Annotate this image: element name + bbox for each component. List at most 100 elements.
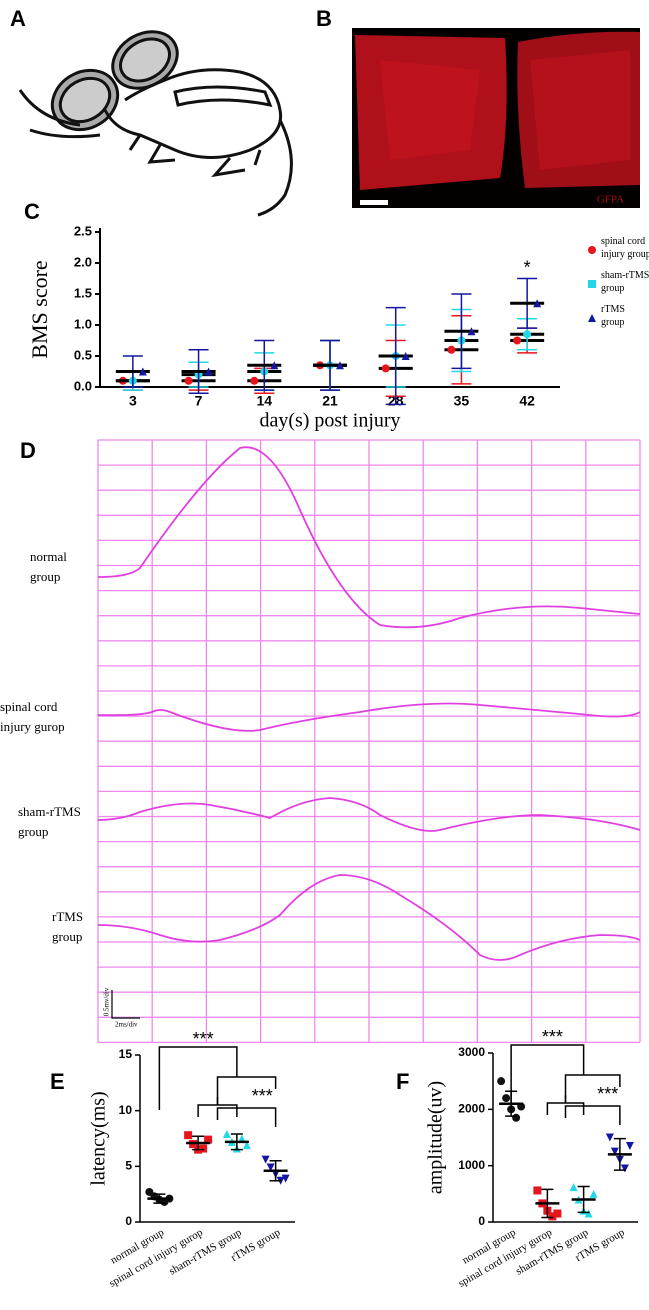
legend-marker bbox=[588, 314, 596, 322]
trace-label: group bbox=[30, 569, 60, 584]
image-label: GFPA bbox=[597, 194, 624, 206]
data-point bbox=[336, 361, 344, 370]
data-point bbox=[584, 1209, 593, 1218]
y-tick-label: 0 bbox=[125, 1214, 132, 1228]
y-tick-label: 2.5 bbox=[74, 223, 92, 238]
bracket bbox=[216, 1076, 277, 1105]
scale-label: 2ms/div bbox=[115, 1021, 138, 1029]
data-point bbox=[548, 1212, 557, 1221]
panel-label: D bbox=[20, 438, 36, 463]
data-point bbox=[401, 352, 410, 360]
data-point bbox=[184, 1131, 193, 1140]
y-tick-label: 1.5 bbox=[74, 285, 92, 300]
data-point bbox=[467, 327, 476, 336]
data-point bbox=[261, 1155, 270, 1164]
trace-label: group bbox=[18, 824, 48, 839]
trace-grid bbox=[97, 439, 641, 1044]
y-tick-label: 15 bbox=[119, 1047, 133, 1061]
y-tick-label: 3000 bbox=[458, 1045, 485, 1059]
data-point bbox=[512, 1113, 521, 1122]
data-point bbox=[184, 376, 193, 385]
panel-label: A bbox=[10, 6, 26, 31]
data-point bbox=[553, 1209, 562, 1218]
data-point bbox=[199, 1144, 208, 1153]
x-tick-label: 21 bbox=[322, 393, 338, 409]
x-tick-label: 3 bbox=[129, 393, 137, 409]
x-axis-label: day(s) post injury bbox=[259, 410, 400, 432]
data-point bbox=[381, 364, 390, 373]
data-point bbox=[237, 1134, 246, 1143]
mouse-drawing bbox=[18, 30, 293, 217]
data-point bbox=[605, 1133, 614, 1142]
data-point bbox=[620, 1164, 629, 1173]
data-point bbox=[497, 1077, 506, 1086]
data-point bbox=[533, 299, 542, 308]
y-tick-label: 10 bbox=[119, 1103, 133, 1117]
trace-label: sham-rTMS bbox=[18, 804, 81, 819]
data-point bbox=[281, 1174, 290, 1183]
scale-label: 0.5mv/div bbox=[103, 987, 111, 1016]
data-point bbox=[523, 330, 532, 339]
legend-entry: rTMS group bbox=[601, 304, 625, 328]
x-tick-label: 7 bbox=[195, 393, 203, 409]
panel-label: F bbox=[396, 1069, 409, 1094]
trace-label: injury gurop bbox=[0, 719, 65, 734]
data-point bbox=[447, 345, 456, 354]
traces bbox=[97, 446, 641, 961]
data-point bbox=[266, 1163, 275, 1172]
trace-label: spinal cord bbox=[0, 699, 58, 714]
trace-label: group bbox=[52, 929, 82, 944]
y-tick-label: 5 bbox=[125, 1159, 132, 1173]
y-tick-label: 2.0 bbox=[74, 254, 92, 269]
data-point bbox=[204, 367, 213, 376]
legend-entry: sham-rTMS group bbox=[601, 270, 649, 294]
panel-label: E bbox=[50, 1069, 65, 1094]
data-point bbox=[533, 1186, 542, 1195]
x-tick-label: 35 bbox=[454, 393, 470, 409]
x-tick-label: 14 bbox=[256, 393, 272, 409]
data-point bbox=[222, 1130, 231, 1139]
bracket bbox=[546, 1095, 585, 1115]
legend-marker bbox=[588, 246, 596, 254]
annotation: *** bbox=[193, 1029, 214, 1049]
data-point bbox=[204, 1135, 213, 1144]
bracket bbox=[216, 1107, 277, 1127]
data-point bbox=[513, 336, 522, 345]
data-point bbox=[138, 367, 147, 376]
data-point bbox=[569, 1183, 578, 1192]
bracket bbox=[564, 1105, 621, 1125]
annotation: *** bbox=[597, 1084, 618, 1104]
bracket bbox=[510, 1044, 585, 1108]
annotation: *** bbox=[252, 1086, 273, 1106]
data-point bbox=[589, 1189, 598, 1198]
y-tick-label: 0 bbox=[478, 1214, 485, 1228]
y-tick-label: 1.0 bbox=[74, 316, 92, 331]
panel-label: B bbox=[316, 6, 332, 31]
legend-marker bbox=[588, 280, 596, 288]
y-tick-label: 1000 bbox=[458, 1158, 485, 1172]
y-tick-label: 0.5 bbox=[74, 347, 92, 362]
data-point bbox=[250, 376, 259, 385]
data-point bbox=[242, 1141, 251, 1150]
data-point bbox=[270, 361, 279, 370]
data-point bbox=[610, 1147, 619, 1156]
bracket bbox=[197, 1097, 238, 1117]
bracket bbox=[158, 1046, 238, 1110]
y-tick-label: 2000 bbox=[458, 1102, 485, 1116]
scale-bar bbox=[111, 990, 140, 1019]
annotation: *** bbox=[542, 1027, 563, 1047]
y-axis-label: latency(ms) bbox=[88, 1091, 110, 1185]
trace-label: rTMS bbox=[52, 909, 83, 924]
bracket bbox=[564, 1074, 621, 1103]
microscopy-image bbox=[352, 28, 640, 208]
annotation: * bbox=[524, 257, 531, 277]
y-axis-label: amplitude(uv) bbox=[425, 1081, 447, 1194]
panel-label: C bbox=[24, 199, 40, 224]
legend-entry: spinal cord injury group bbox=[601, 236, 649, 260]
data-point bbox=[625, 1141, 634, 1150]
trace-label: normal bbox=[30, 549, 67, 564]
y-tick-label: 0.0 bbox=[74, 378, 92, 393]
y-axis-label: BMS score bbox=[27, 260, 52, 358]
data-point bbox=[502, 1094, 511, 1103]
